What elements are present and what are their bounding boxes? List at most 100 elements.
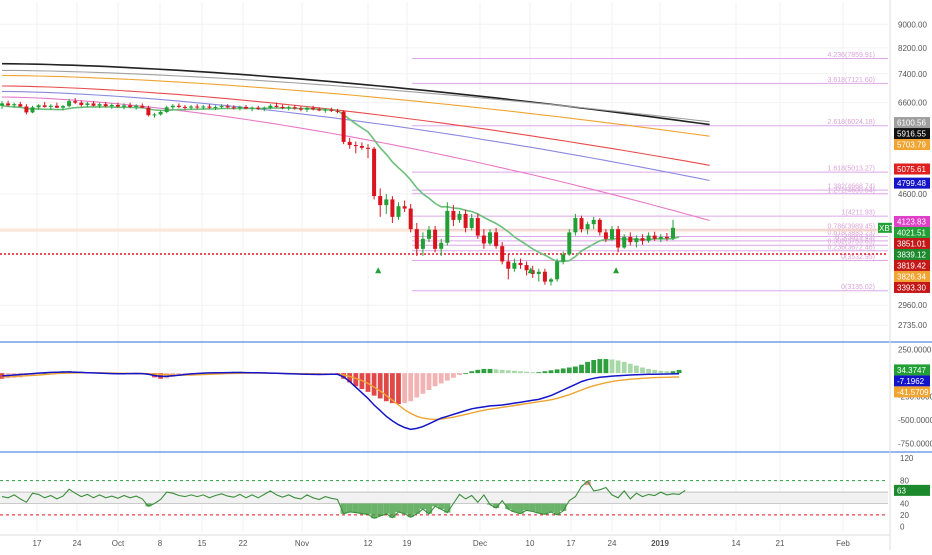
rsi-oversold-fill-71 [432, 503, 439, 507]
rsi-oversold-fill-73 [444, 503, 451, 513]
rsi-oversold-fill-66 [401, 503, 408, 514]
time-axis-label-14: 14 [732, 539, 741, 548]
macd-histogram-bar-77 [469, 371, 475, 374]
candle-body-14 [85, 103, 90, 105]
candle-body-103 [628, 236, 633, 243]
fib-label-12: 0(3532.95) [841, 254, 875, 261]
candle-body-109 [664, 236, 669, 239]
fib-label-8: 0.618(3885.23) [828, 230, 875, 237]
time-axis-label-10: 10 [526, 539, 535, 548]
macd-tag-1-bg [894, 375, 930, 387]
macd-histogram-bar-88 [536, 372, 542, 374]
signal-triangle-1 [527, 267, 534, 274]
candle-body-44 [268, 105, 273, 108]
candle-body-45 [274, 105, 279, 107]
fib-label-4: 1.382(4668.74) [828, 184, 875, 191]
macd-histogram-bar-57 [347, 373, 353, 383]
rsi-oversold-fill-91 [554, 503, 561, 515]
macd-histogram-bar-105 [640, 367, 645, 374]
macd-tag-0-text: 34.3747 [897, 366, 926, 375]
candle-body-8 [48, 105, 53, 107]
candle-body-17 [103, 104, 108, 107]
moving-average-pink [1, 96, 710, 222]
candle-body-4 [24, 106, 29, 113]
signal-triangle-0 [375, 267, 382, 274]
candle-body-64 [390, 199, 395, 217]
candle-body-53 [323, 109, 328, 111]
price-tag-6-bg [894, 226, 930, 238]
candle-body-25 [152, 114, 157, 116]
macd-histogram-bar-100 [609, 359, 615, 374]
symbol-badge-bg [878, 222, 892, 233]
macd-histogram-bar-65 [396, 373, 401, 405]
macd-histogram-bar-82 [499, 369, 505, 374]
candle-body-100 [610, 229, 614, 239]
price-tag-6-text: 4021.51 [897, 228, 926, 237]
candle-body-81 [494, 232, 499, 247]
candle-body-10 [61, 106, 65, 108]
price-axis-label-0: 9000.00 [898, 20, 927, 29]
candle-body-88 [536, 271, 541, 274]
macd-histogram-bar-106 [646, 368, 651, 374]
ema-fast-line [1, 104, 680, 263]
candle-body-79 [481, 235, 486, 244]
candle-body-46 [280, 106, 285, 109]
candle-body-82 [500, 246, 505, 262]
macd-histogram-bar-63 [383, 373, 389, 402]
candle-body-61 [372, 148, 377, 197]
rsi-oversold-fill-88 [535, 503, 542, 514]
macd-axis-label-3: -750.0000 [898, 439, 932, 448]
candle-body-0 [0, 103, 4, 106]
macd-histogram-bar-67 [408, 373, 414, 402]
rsi-oversold-fill-60 [365, 503, 372, 515]
candle-body-1 [6, 103, 11, 106]
candle-body-101 [616, 229, 621, 248]
rsi-oversold-fill-70 [426, 503, 433, 514]
candle-body-66 [402, 206, 407, 209]
price-tag-2-text: 5703.79 [897, 141, 926, 150]
macd-histogram-bar-109 [664, 371, 670, 374]
candle-body-83 [506, 261, 511, 269]
rsi-oversold-fill-81 [493, 503, 500, 509]
price-axis-label-2: 7400.00 [898, 70, 927, 79]
macd-panel [0, 359, 682, 431]
candle-body-80 [488, 232, 492, 244]
moving-average-orange [1, 74, 710, 137]
candle-body-47 [286, 107, 291, 109]
price-axis-label-1: 8200.00 [898, 44, 927, 53]
candle-body-40 [244, 106, 248, 109]
rsi-oversold-fill-89 [541, 503, 548, 515]
candle-body-51 [311, 108, 316, 110]
candle-body-9 [54, 105, 59, 108]
candle-body-36 [219, 106, 224, 108]
candle-body-102 [622, 236, 627, 248]
macd-histogram-bar-56 [341, 373, 346, 379]
candle-body-43 [262, 107, 267, 109]
macd-histogram-bar-71 [432, 373, 438, 387]
rsi-oversold-fill-87 [529, 503, 536, 512]
candlestick-series [0, 98, 675, 286]
rsi-oversold-fill-84 [511, 503, 518, 513]
candle-body-23 [140, 105, 145, 108]
candle-body-91 [555, 261, 560, 280]
candle-body-78 [475, 218, 480, 236]
rsi-overbought-fill-96 [584, 481, 591, 486]
time-axis-label-1: 24 [73, 539, 82, 548]
candle-body-24 [146, 107, 151, 116]
candle-body-22 [134, 105, 139, 107]
candle-body-39 [237, 106, 242, 109]
rsi-oversold-fill-24 [145, 503, 152, 507]
candle-body-52 [317, 109, 322, 111]
candle-body-72 [439, 242, 444, 249]
candle-body-5 [30, 107, 35, 113]
moving-average-red [1, 85, 710, 166]
candle-body-86 [524, 265, 529, 271]
macd-histogram-bar-85 [518, 371, 523, 374]
candle-body-12 [73, 101, 78, 103]
macd-tag-0-bg [894, 364, 930, 376]
candle-body-98 [597, 219, 602, 233]
rsi-oversold-fill-86 [523, 503, 530, 511]
rsi-axis-label-5: 0 [900, 522, 905, 531]
candle-body-42 [256, 107, 261, 109]
